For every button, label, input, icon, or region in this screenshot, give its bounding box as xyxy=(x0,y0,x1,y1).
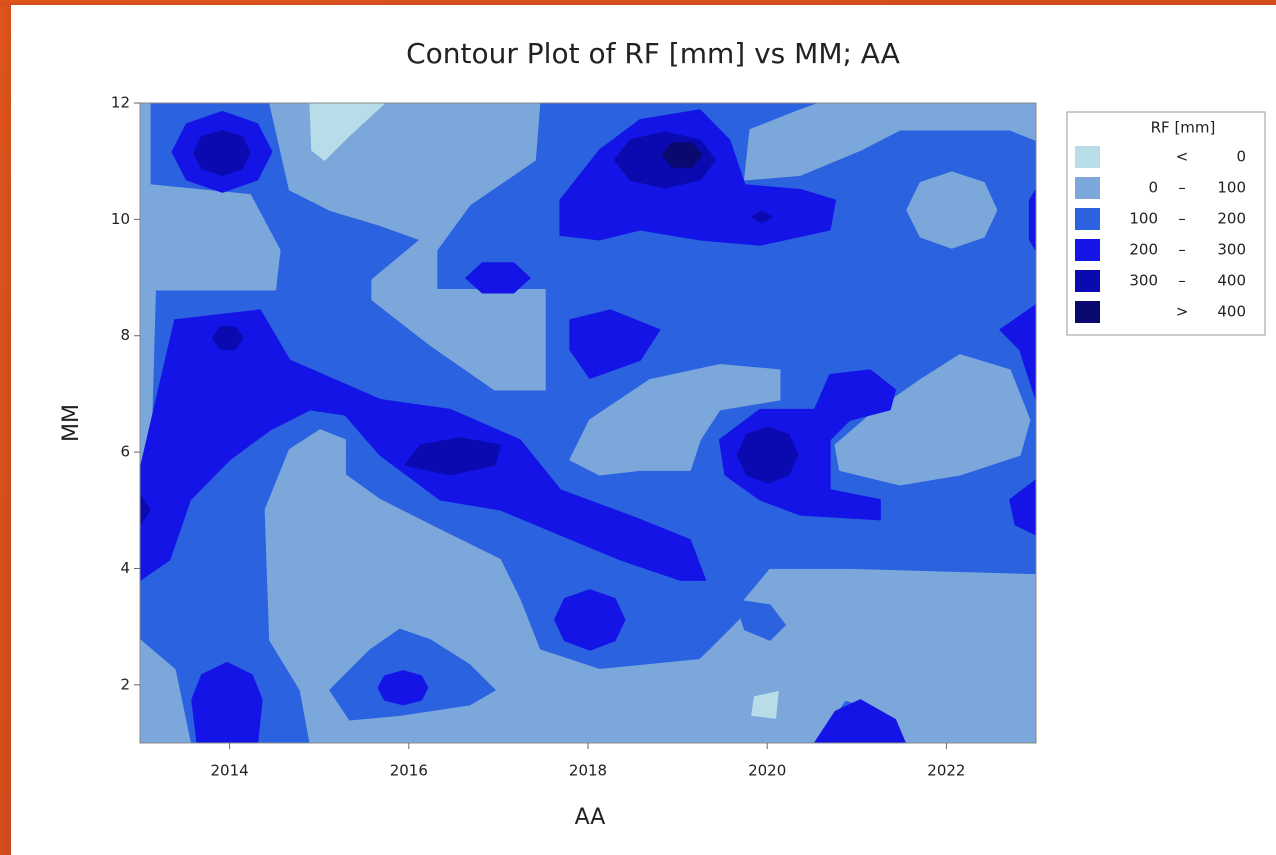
contour-region xyxy=(309,103,386,161)
legend-label: 400 xyxy=(1217,303,1246,321)
legend-label: – xyxy=(1178,241,1186,259)
y-tick-label: 8 xyxy=(120,326,130,344)
frame-edge xyxy=(0,0,11,855)
y-axis-label: MM xyxy=(59,404,84,442)
contour-region xyxy=(718,369,897,521)
legend-swatch xyxy=(1075,208,1100,230)
legend-label: 400 xyxy=(1217,272,1246,290)
contour-region xyxy=(377,670,429,706)
y-tick-label: 4 xyxy=(120,559,130,577)
contour-region xyxy=(736,426,799,484)
legend-label: 200 xyxy=(1129,241,1158,259)
legend-swatch xyxy=(1075,146,1100,168)
y-tick-label: 12 xyxy=(111,94,130,112)
contour-region xyxy=(614,131,716,189)
x-tick-label: 2022 xyxy=(927,762,965,780)
legend-label: 300 xyxy=(1217,241,1246,259)
chart-title: Contour Plot of RF [mm] vs MM; AA xyxy=(406,37,900,70)
legend-label: > xyxy=(1176,303,1189,321)
legend-swatch xyxy=(1075,177,1100,199)
contour-region xyxy=(193,130,251,176)
contour-region xyxy=(191,661,263,743)
legend-label: – xyxy=(1178,179,1186,197)
y-tick-label: 10 xyxy=(111,210,130,228)
legend-swatch xyxy=(1075,270,1100,292)
contour-area xyxy=(140,103,1036,743)
contour-region xyxy=(751,210,773,224)
x-axis-label: AA xyxy=(575,805,606,830)
contour-region xyxy=(569,364,781,476)
legend-label: 100 xyxy=(1217,179,1246,197)
legend-swatch xyxy=(1075,301,1100,323)
x-tick-label: 2018 xyxy=(569,762,607,780)
legend-swatch xyxy=(1075,239,1100,261)
contour-region xyxy=(834,354,1031,486)
contour-region xyxy=(1028,188,1036,251)
legend-label: – xyxy=(1178,272,1186,290)
contour-region xyxy=(734,599,786,641)
contour-region xyxy=(465,262,531,294)
legend-label: 0 xyxy=(1236,148,1246,166)
y-tick-label: 2 xyxy=(120,675,130,693)
legend-label: < xyxy=(1176,148,1189,166)
frame-edge xyxy=(0,0,1276,5)
legend-label: 200 xyxy=(1217,210,1246,228)
legend-label: 0 xyxy=(1148,179,1158,197)
contour-region xyxy=(140,494,151,526)
y-tick-label: 6 xyxy=(120,443,130,461)
contour-region xyxy=(813,699,906,743)
contour-region xyxy=(211,326,244,350)
x-tick-label: 2020 xyxy=(748,762,786,780)
contour-region xyxy=(751,691,779,719)
contour-region xyxy=(269,103,546,391)
contour-region xyxy=(140,639,191,743)
legend-title: RF [mm] xyxy=(1151,119,1216,137)
legend-label: 100 xyxy=(1129,210,1158,228)
x-tick-label: 2014 xyxy=(211,762,249,780)
legend-label: 300 xyxy=(1129,272,1158,290)
x-tick-label: 2016 xyxy=(390,762,428,780)
contour-region xyxy=(999,304,1036,401)
contour-region xyxy=(1009,479,1036,536)
contour-region xyxy=(744,103,1036,181)
contour-region xyxy=(906,171,998,249)
legend-label: – xyxy=(1178,210,1186,228)
contour-region xyxy=(569,309,661,379)
contour-region xyxy=(404,437,501,476)
contour-region xyxy=(661,142,703,168)
contour-region xyxy=(554,589,626,651)
